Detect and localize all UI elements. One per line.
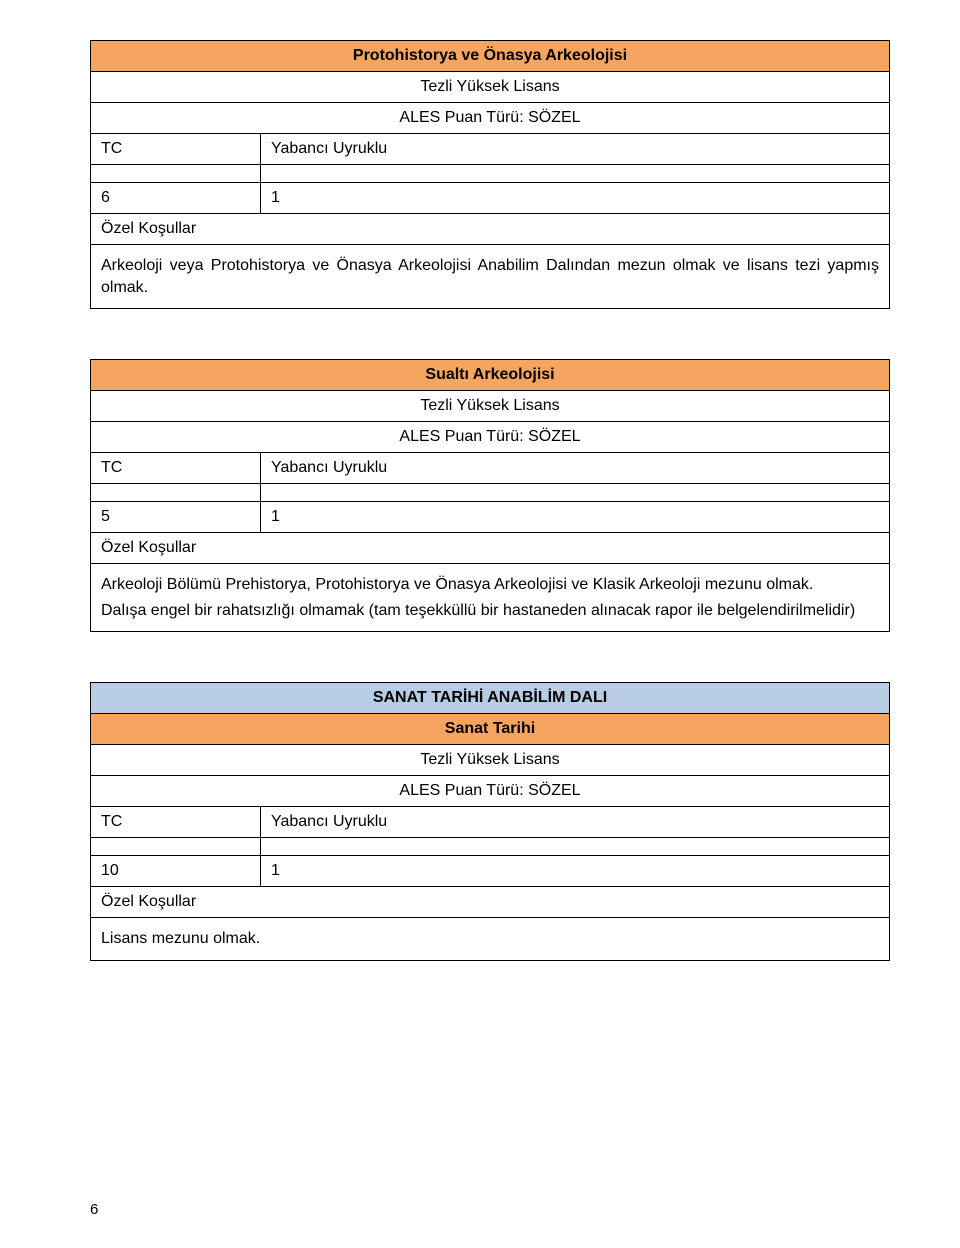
ozel-label: Özel Koşullar bbox=[91, 887, 890, 918]
section-title: SANAT TARİHİ ANABİLİM DALI bbox=[91, 683, 890, 714]
tc-label: TC bbox=[91, 453, 261, 484]
program-block-2: Sualtı Arkeolojisi Tezli Yüksek Lisans A… bbox=[90, 359, 890, 632]
program-subtitle: Tezli Yüksek Lisans bbox=[91, 745, 890, 776]
ales-type: ALES Puan Türü: SÖZEL bbox=[91, 776, 890, 807]
program-title: Sualtı Arkeolojisi bbox=[91, 360, 890, 391]
page-number: 6 bbox=[90, 1201, 98, 1218]
conditions-text: Lisans mezunu olmak. bbox=[91, 918, 890, 961]
program-subtitle: Tezli Yüksek Lisans bbox=[91, 391, 890, 422]
tc-label: TC bbox=[91, 807, 261, 838]
ozel-label: Özel Koşullar bbox=[91, 533, 890, 564]
yu-value: 1 bbox=[261, 183, 890, 214]
conditions-text: Arkeoloji Bölümü Prehistorya, Protohisto… bbox=[91, 564, 890, 632]
ales-type: ALES Puan Türü: SÖZEL bbox=[91, 422, 890, 453]
yu-label: Yabancı Uyruklu bbox=[261, 807, 890, 838]
program-title: Protohistorya ve Önasya Arkeolojisi bbox=[91, 41, 890, 72]
yu-value: 1 bbox=[261, 502, 890, 533]
yu-value: 1 bbox=[261, 856, 890, 887]
ozel-label: Özel Koşullar bbox=[91, 214, 890, 245]
tc-value: 6 bbox=[91, 183, 261, 214]
conditions-text: Arkeoloji veya Protohistorya ve Önasya A… bbox=[91, 245, 890, 309]
tc-value: 10 bbox=[91, 856, 261, 887]
ales-type: ALES Puan Türü: SÖZEL bbox=[91, 103, 890, 134]
yu-label: Yabancı Uyruklu bbox=[261, 134, 890, 165]
program-subtitle: Tezli Yüksek Lisans bbox=[91, 72, 890, 103]
tc-value: 5 bbox=[91, 502, 261, 533]
tc-label: TC bbox=[91, 134, 261, 165]
yu-label: Yabancı Uyruklu bbox=[261, 453, 890, 484]
program-block-3: SANAT TARİHİ ANABİLİM DALI Sanat Tarihi … bbox=[90, 682, 890, 961]
program-block-1: Protohistorya ve Önasya Arkeolojisi Tezl… bbox=[90, 40, 890, 309]
program-title: Sanat Tarihi bbox=[91, 714, 890, 745]
